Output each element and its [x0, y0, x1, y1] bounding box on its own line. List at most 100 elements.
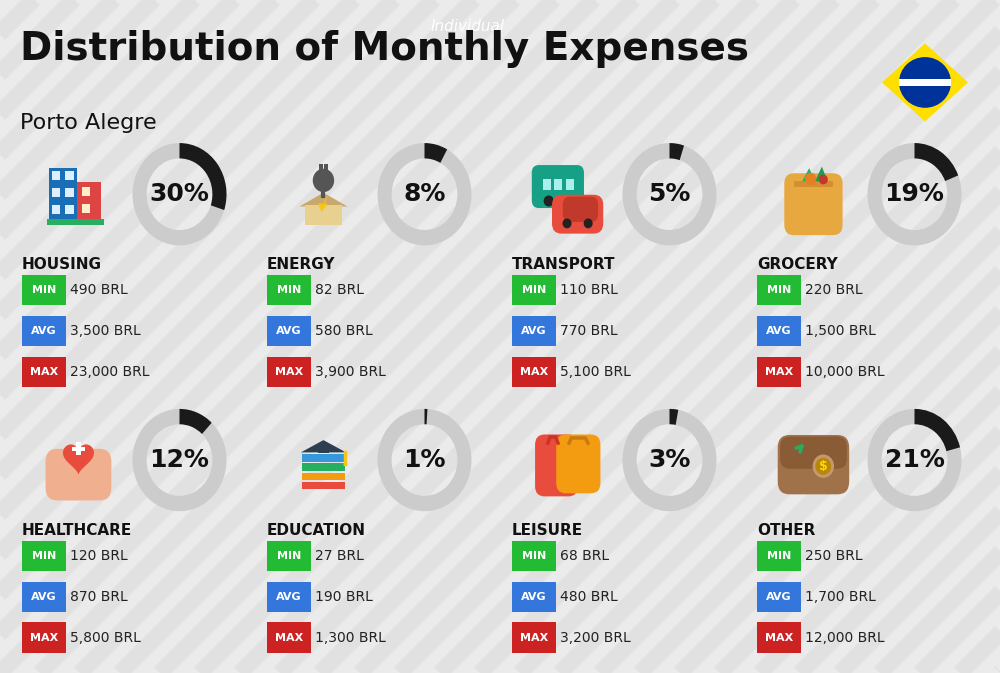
FancyBboxPatch shape	[46, 449, 111, 501]
FancyBboxPatch shape	[267, 540, 311, 571]
FancyBboxPatch shape	[543, 179, 551, 190]
Wedge shape	[670, 143, 684, 160]
Wedge shape	[424, 409, 427, 425]
Text: AVG: AVG	[31, 592, 57, 602]
Polygon shape	[63, 444, 94, 475]
Text: MIN: MIN	[522, 285, 546, 295]
Circle shape	[563, 219, 572, 228]
Wedge shape	[914, 409, 960, 451]
Text: ENERGY: ENERGY	[267, 257, 336, 272]
Text: MIN: MIN	[32, 551, 56, 561]
Text: 3%: 3%	[648, 448, 691, 472]
Text: MIN: MIN	[522, 551, 546, 561]
Text: 3,900 BRL: 3,900 BRL	[315, 365, 386, 379]
FancyBboxPatch shape	[512, 540, 556, 571]
FancyBboxPatch shape	[532, 165, 584, 208]
Text: HEALTHCARE: HEALTHCARE	[22, 523, 132, 538]
Text: 21%: 21%	[885, 448, 944, 472]
Text: EDUCATION: EDUCATION	[267, 523, 366, 538]
FancyBboxPatch shape	[302, 454, 345, 462]
Text: MAX: MAX	[30, 633, 58, 643]
FancyBboxPatch shape	[305, 205, 342, 225]
Text: 3,200 BRL: 3,200 BRL	[560, 631, 631, 645]
Wedge shape	[180, 409, 212, 434]
Text: MAX: MAX	[275, 367, 303, 377]
Text: MAX: MAX	[520, 633, 548, 643]
Polygon shape	[899, 79, 951, 86]
Circle shape	[343, 462, 347, 466]
Text: 250 BRL: 250 BRL	[805, 549, 863, 563]
FancyBboxPatch shape	[267, 623, 311, 653]
Text: OTHER: OTHER	[757, 523, 815, 538]
Text: AVG: AVG	[521, 592, 547, 602]
FancyBboxPatch shape	[49, 168, 77, 222]
Text: AVG: AVG	[31, 326, 57, 336]
FancyBboxPatch shape	[566, 179, 574, 190]
FancyBboxPatch shape	[22, 540, 66, 571]
FancyBboxPatch shape	[76, 441, 81, 456]
FancyBboxPatch shape	[794, 181, 833, 186]
Text: 30%: 30%	[150, 182, 209, 206]
FancyBboxPatch shape	[563, 197, 598, 222]
Text: HOUSING: HOUSING	[22, 257, 102, 272]
FancyBboxPatch shape	[512, 275, 556, 306]
Wedge shape	[670, 409, 678, 425]
Text: 12%: 12%	[150, 448, 209, 472]
Circle shape	[899, 57, 951, 108]
FancyBboxPatch shape	[65, 205, 74, 214]
Text: MAX: MAX	[765, 633, 793, 643]
Text: MIN: MIN	[32, 285, 56, 295]
Circle shape	[815, 458, 831, 474]
Wedge shape	[180, 143, 226, 210]
FancyBboxPatch shape	[52, 188, 60, 197]
Polygon shape	[301, 440, 346, 452]
Text: 770 BRL: 770 BRL	[560, 324, 618, 338]
FancyBboxPatch shape	[52, 205, 60, 214]
FancyBboxPatch shape	[512, 316, 556, 347]
FancyBboxPatch shape	[77, 182, 101, 222]
FancyBboxPatch shape	[22, 275, 66, 306]
Polygon shape	[802, 168, 815, 181]
FancyBboxPatch shape	[267, 581, 311, 612]
Text: 5,800 BRL: 5,800 BRL	[70, 631, 141, 645]
FancyBboxPatch shape	[784, 173, 843, 235]
Text: MAX: MAX	[275, 633, 303, 643]
Text: AVG: AVG	[766, 326, 792, 336]
FancyBboxPatch shape	[65, 188, 74, 197]
Wedge shape	[868, 409, 962, 511]
Wedge shape	[622, 409, 716, 511]
FancyBboxPatch shape	[302, 472, 345, 480]
Text: 10,000 BRL: 10,000 BRL	[805, 365, 885, 379]
FancyBboxPatch shape	[302, 482, 345, 489]
FancyBboxPatch shape	[22, 581, 66, 612]
Text: 5,100 BRL: 5,100 BRL	[560, 365, 631, 379]
Text: 870 BRL: 870 BRL	[70, 590, 128, 604]
Text: 1,500 BRL: 1,500 BRL	[805, 324, 876, 338]
FancyBboxPatch shape	[302, 464, 345, 471]
Text: 5%: 5%	[648, 182, 691, 206]
Text: 68 BRL: 68 BRL	[560, 549, 609, 563]
Wedge shape	[914, 143, 958, 181]
FancyBboxPatch shape	[512, 581, 556, 612]
FancyBboxPatch shape	[22, 623, 66, 653]
Text: TRANSPORT: TRANSPORT	[512, 257, 616, 272]
Wedge shape	[868, 143, 962, 246]
Text: MAX: MAX	[765, 367, 793, 377]
Text: MAX: MAX	[30, 367, 58, 377]
Text: 27 BRL: 27 BRL	[315, 549, 364, 563]
Text: 490 BRL: 490 BRL	[70, 283, 128, 297]
Circle shape	[813, 454, 834, 478]
Text: 1,700 BRL: 1,700 BRL	[805, 590, 876, 604]
Wedge shape	[132, 143, 226, 246]
Text: Porto Alegre: Porto Alegre	[20, 112, 157, 133]
Text: MIN: MIN	[767, 285, 791, 295]
Text: 82 BRL: 82 BRL	[315, 283, 364, 297]
Polygon shape	[815, 167, 828, 181]
FancyBboxPatch shape	[757, 581, 801, 612]
FancyBboxPatch shape	[319, 164, 323, 174]
FancyBboxPatch shape	[52, 171, 60, 180]
Text: MIN: MIN	[277, 285, 301, 295]
Text: MIN: MIN	[277, 551, 301, 561]
FancyBboxPatch shape	[554, 179, 562, 190]
Polygon shape	[882, 43, 968, 121]
